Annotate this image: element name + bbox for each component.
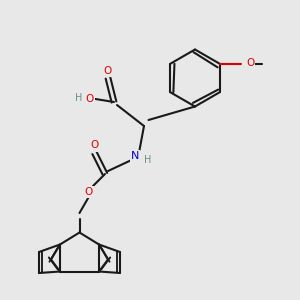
Text: O: O	[86, 94, 94, 104]
Text: O: O	[84, 187, 93, 197]
Text: H: H	[75, 92, 82, 103]
Text: N: N	[131, 151, 139, 161]
Text: O: O	[90, 140, 99, 151]
Text: O: O	[246, 58, 254, 68]
Text: H: H	[144, 154, 151, 165]
Text: O: O	[104, 65, 112, 76]
